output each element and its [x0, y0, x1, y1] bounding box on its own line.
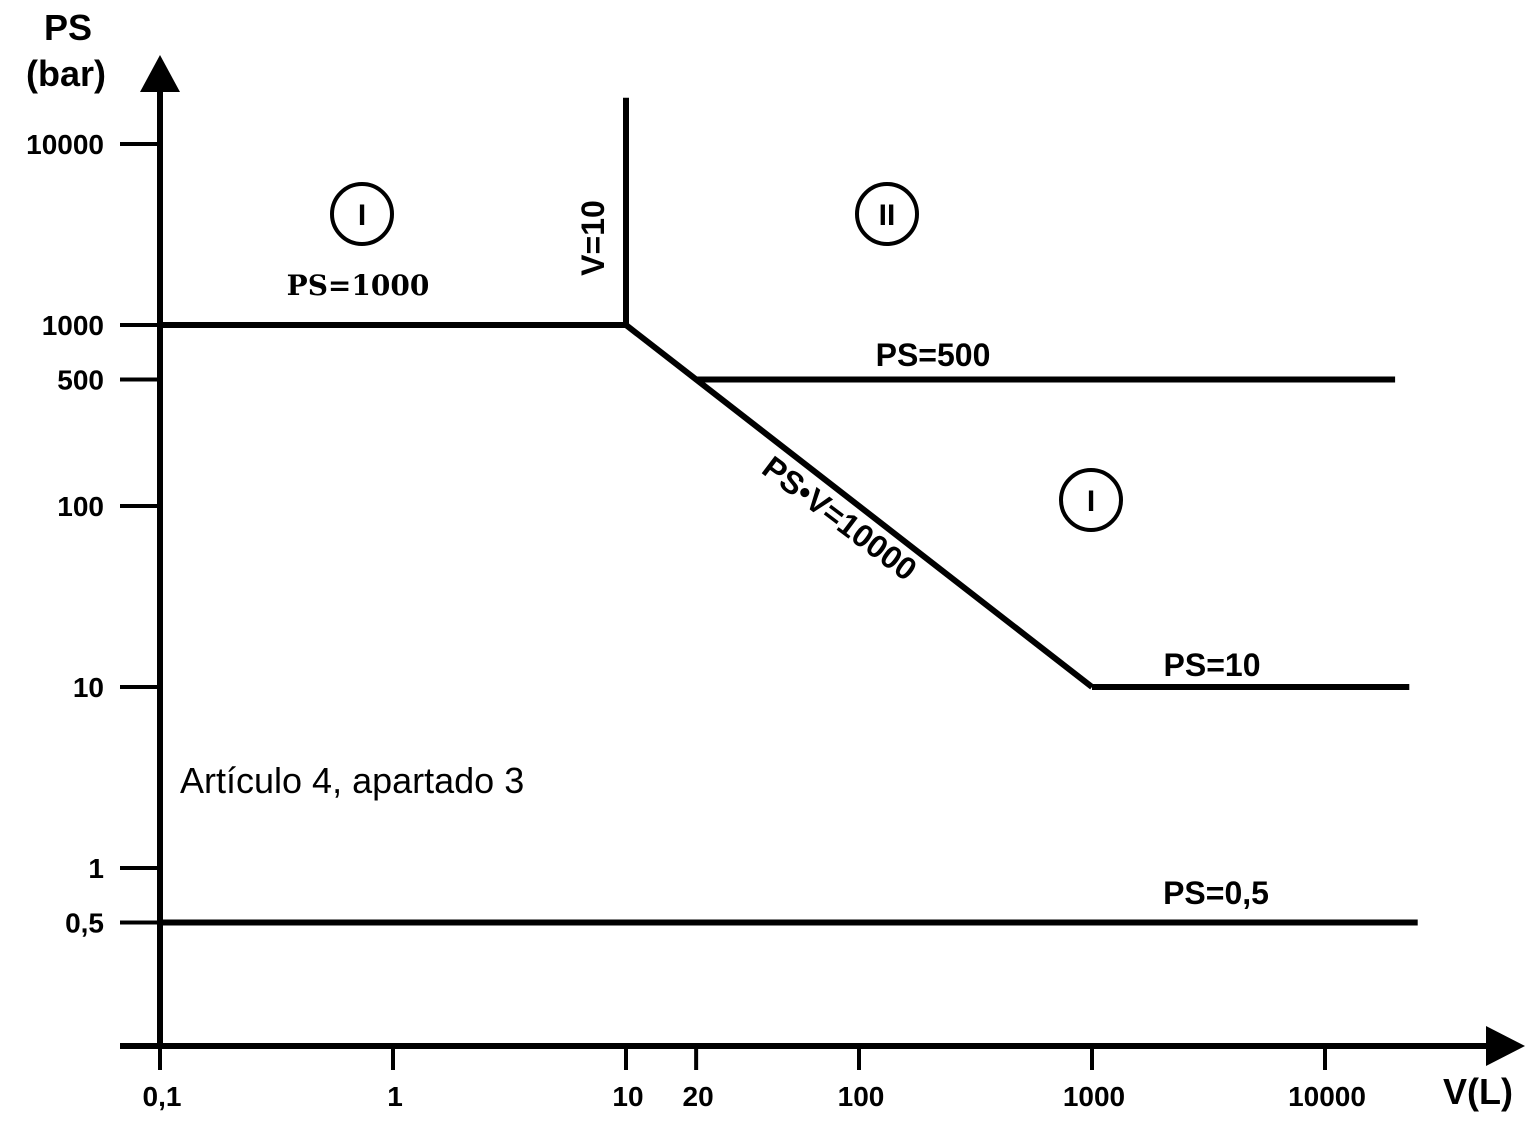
- y-tick-label: 1: [88, 853, 104, 884]
- y-ticks: 10000 1000 500 100 10 1 0,5: [26, 129, 160, 938]
- y-tick-label: 500: [57, 364, 104, 395]
- x-tick-label: 1000: [1063, 1081, 1125, 1112]
- boundary-lines: [160, 97, 1418, 926]
- x-tick-label: 20: [683, 1081, 714, 1112]
- label-ps-0-5: PS=0,5: [1163, 875, 1269, 911]
- y-axis-title: PS: [44, 7, 92, 48]
- label-ps-1000: PS=1000: [287, 269, 430, 302]
- y-tick-label: 0,5: [65, 907, 104, 938]
- label-v-10: V=10: [575, 200, 611, 276]
- region-label-ii: II: [879, 199, 896, 232]
- y-tick-label: 1000: [42, 310, 104, 341]
- y-tick-label: 10: [73, 672, 104, 703]
- x-tick-label: 100: [838, 1081, 885, 1112]
- region-marker-ii: II: [855, 182, 919, 246]
- axes: [120, 55, 1525, 1066]
- x-tick-label: 10: [612, 1081, 643, 1112]
- region-label-i-right: I: [1087, 485, 1095, 518]
- x-axis-title: V(L): [1443, 1071, 1513, 1112]
- x-tick-label: 0,1: [143, 1081, 182, 1112]
- y-tick-label: 10000: [26, 129, 104, 160]
- x-tick-label: 1: [387, 1081, 403, 1112]
- y-axis-unit: (bar): [26, 53, 106, 94]
- note-articulo-4: Artículo 4, apartado 3: [180, 760, 524, 801]
- line-ps-v-10000: [624, 322, 1094, 690]
- y-tick-label: 100: [57, 491, 104, 522]
- region-label-i-left: I: [358, 199, 366, 232]
- label-ps-10: PS=10: [1164, 647, 1261, 683]
- region-marker-i-left: I: [330, 182, 394, 246]
- x-axis-arrow: [1486, 1026, 1525, 1066]
- label-ps-v-10000: PS•V=10000: [756, 449, 924, 588]
- x-tick-label: 10000: [1288, 1081, 1366, 1112]
- region-marker-i-right: I: [1059, 468, 1123, 532]
- y-axis-arrow: [140, 55, 180, 92]
- label-ps-500: PS=500: [876, 337, 991, 373]
- x-ticks: 0,1 1 10 20 100 1000 10000: [143, 1046, 1366, 1112]
